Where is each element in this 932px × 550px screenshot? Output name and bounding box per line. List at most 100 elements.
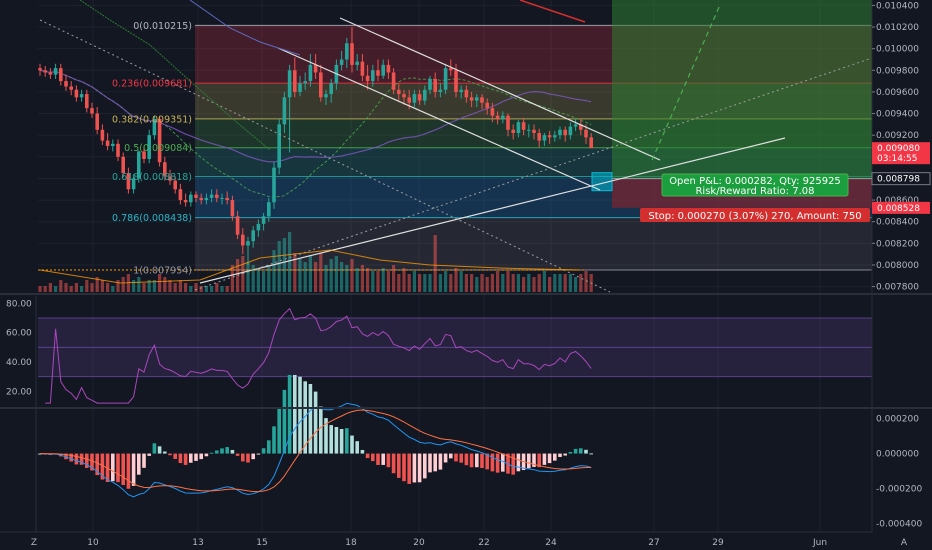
price-axis[interactable]: 0.010400 0.010200 0.010000 0.009800 0.009600…	[871, 0, 932, 550]
candle-body[interactable]	[423, 89, 427, 101]
candle-body[interactable]	[589, 137, 593, 149]
candle-body[interactable]	[547, 135, 552, 138]
candle-body[interactable]	[563, 129, 567, 136]
candle-body[interactable]	[100, 129, 105, 141]
candle-body[interactable]	[407, 97, 411, 103]
candle-body[interactable]	[64, 81, 68, 87]
candle-body[interactable]	[230, 200, 235, 217]
candle-body[interactable]	[95, 113, 99, 130]
candle-body[interactable]	[397, 89, 401, 95]
candle-body[interactable]	[241, 234, 245, 246]
candle-body[interactable]	[324, 94, 328, 98]
candle-body[interactable]	[111, 143, 115, 146]
candle-body[interactable]	[298, 83, 302, 92]
rising-trendline[interactable]	[199, 137, 786, 284]
candle-body[interactable]	[417, 94, 422, 101]
projection-line[interactable]	[651, 4, 721, 161]
candle-body[interactable]	[433, 78, 437, 92]
candle-body[interactable]	[464, 89, 469, 98]
candle-body[interactable]	[204, 197, 209, 201]
candle-body[interactable]	[220, 197, 224, 199]
entry-marker[interactable]	[591, 172, 613, 192]
candle-body[interactable]	[256, 223, 261, 231]
candle-body[interactable]	[381, 64, 385, 76]
candle-body[interactable]	[376, 70, 380, 76]
candle-body[interactable]	[126, 173, 131, 190]
candle-body[interactable]	[386, 64, 391, 73]
candle-body[interactable]	[469, 97, 474, 101]
candle-body[interactable]	[412, 94, 417, 103]
candle-body[interactable]	[235, 216, 240, 235]
candle-body[interactable]	[532, 129, 536, 134]
dotted-descending-line[interactable]	[39, 19, 611, 293]
candle-body[interactable]	[303, 81, 307, 84]
candle-body[interactable]	[501, 115, 505, 119]
dotted-trendline[interactable]	[194, 57, 873, 291]
channel-upper-line[interactable]	[339, 17, 661, 161]
candle-body[interactable]	[43, 70, 47, 73]
candle-body[interactable]	[85, 94, 89, 109]
candle-body[interactable]	[350, 43, 354, 65]
candle-body[interactable]	[90, 108, 94, 114]
candle-body[interactable]	[121, 156, 125, 174]
candle-body[interactable]	[225, 197, 229, 201]
candle-body[interactable]	[553, 135, 557, 138]
candle-body[interactable]	[360, 61, 365, 76]
candle-body[interactable]	[438, 89, 443, 92]
candle-body[interactable]	[59, 68, 63, 82]
candle-body[interactable]	[183, 200, 188, 203]
candle-body[interactable]	[480, 97, 484, 103]
candle-body[interactable]	[116, 143, 120, 157]
candle-body[interactable]	[251, 230, 255, 242]
candle-body[interactable]	[178, 189, 183, 201]
macd-pane[interactable]	[38, 374, 593, 498]
candle-body[interactable]	[74, 89, 79, 98]
candle-body[interactable]	[443, 68, 448, 90]
candle-body[interactable]	[173, 180, 177, 190]
candle-body[interactable]	[355, 61, 359, 65]
candle-body[interactable]	[485, 102, 489, 109]
candle-body[interactable]	[142, 151, 146, 159]
candle-body[interactable]	[157, 118, 162, 163]
candle-body[interactable]	[537, 133, 541, 141]
candle-body[interactable]	[490, 108, 495, 116]
candle-body[interactable]	[293, 70, 297, 92]
candle-body[interactable]	[287, 70, 292, 98]
profit-zone[interactable]	[612, 0, 872, 179]
candle-body[interactable]	[568, 126, 573, 136]
candle-body[interactable]	[137, 151, 141, 179]
candle-body[interactable]	[215, 194, 219, 198]
candle-body[interactable]	[573, 124, 578, 127]
candle-body[interactable]	[308, 64, 313, 82]
trendline-drawings[interactable]	[38, 0, 873, 293]
pane-separators[interactable]	[0, 293, 932, 532]
candle-body[interactable]	[261, 216, 266, 224]
candle-body[interactable]	[402, 94, 406, 98]
price-tag[interactable]	[872, 201, 930, 214]
time-axis[interactable]: 10 13 15 18 20 22 24 27 29 Jun Z A	[0, 531, 932, 550]
candle-body[interactable]	[277, 124, 281, 168]
candle-body[interactable]	[371, 70, 375, 82]
candle-body[interactable]	[391, 72, 396, 90]
candle-body[interactable]	[152, 118, 157, 136]
candlestick-series[interactable]	[38, 27, 593, 265]
candle-body[interactable]	[131, 178, 136, 190]
candle-body[interactable]	[209, 194, 214, 198]
channel-lower-line[interactable]	[277, 47, 601, 191]
candle-body[interactable]	[516, 122, 521, 134]
candle-body[interactable]	[168, 176, 172, 181]
price-tag[interactable]	[871, 172, 931, 186]
candle-body[interactable]	[329, 83, 333, 95]
candle-body[interactable]	[319, 72, 323, 98]
candle-body[interactable]	[511, 129, 515, 134]
candle-body[interactable]	[584, 129, 588, 138]
candle-body[interactable]	[38, 68, 42, 71]
rsi-pane[interactable]: 80.00 60.00 40.00 20.00	[6, 299, 872, 404]
candle-body[interactable]	[48, 72, 53, 75]
candle-body[interactable]	[475, 97, 479, 101]
candle-body[interactable]	[339, 59, 344, 65]
candle-body[interactable]	[506, 115, 510, 130]
candle-body[interactable]	[189, 194, 193, 203]
candle-body[interactable]	[246, 241, 250, 246]
